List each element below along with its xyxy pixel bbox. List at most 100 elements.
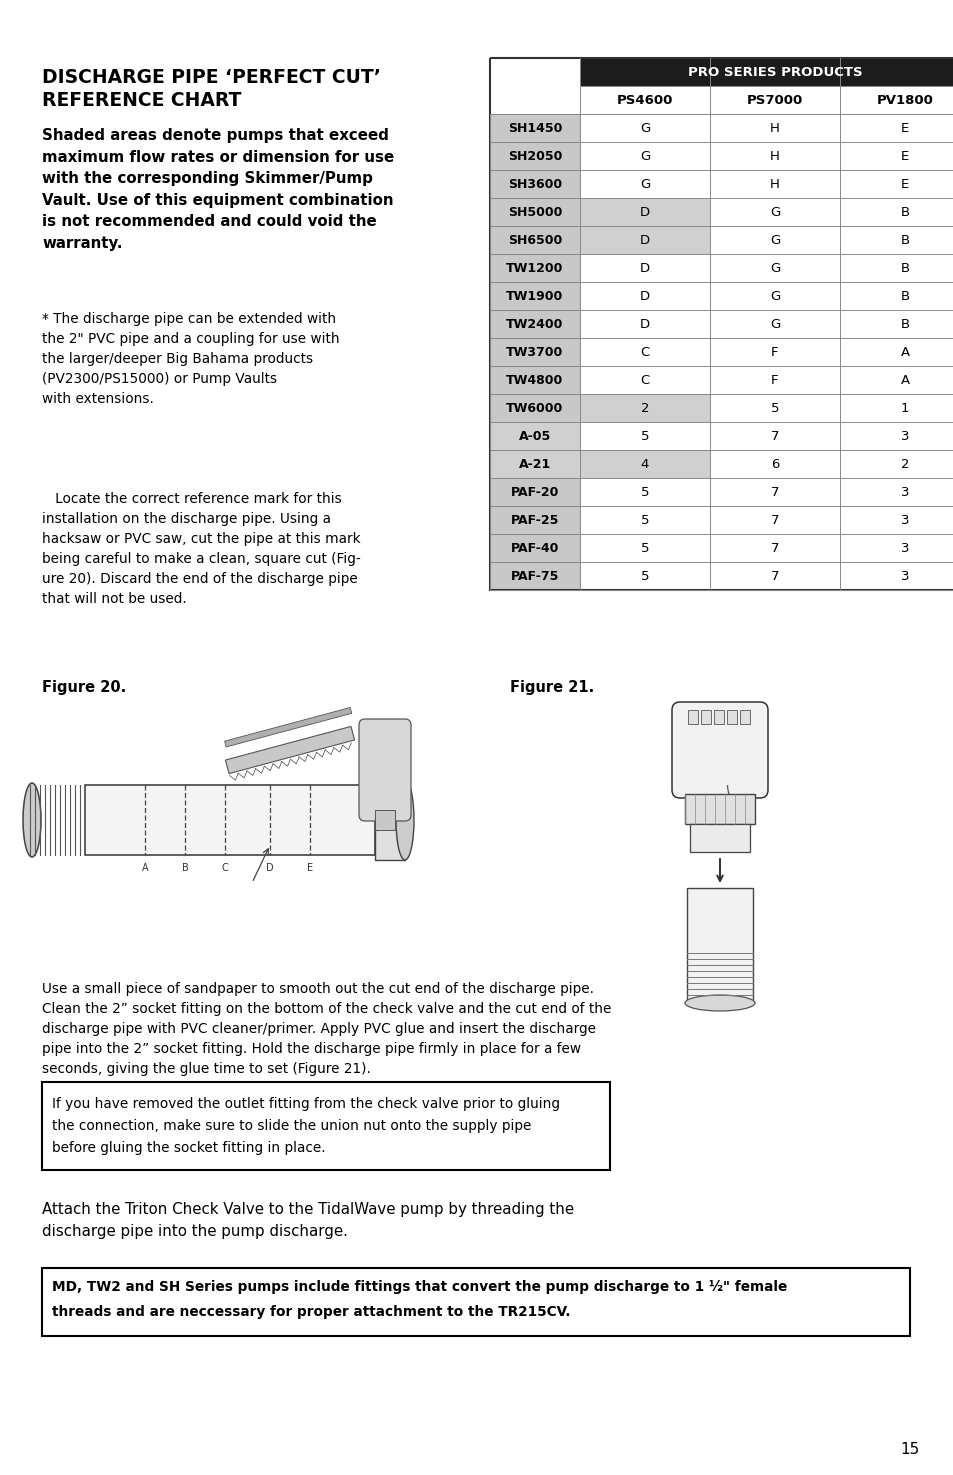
Bar — [224, 708, 352, 746]
Text: 3: 3 — [900, 429, 908, 442]
Bar — [579, 534, 709, 562]
Bar — [709, 338, 840, 366]
Text: Figure 21.: Figure 21. — [510, 680, 594, 695]
Text: PAF-75: PAF-75 — [510, 569, 558, 583]
Text: 7: 7 — [770, 429, 779, 442]
Bar — [490, 562, 579, 590]
Text: 3: 3 — [900, 513, 908, 527]
Text: 15: 15 — [900, 1443, 919, 1457]
Bar — [840, 422, 953, 450]
Text: B: B — [181, 863, 188, 873]
Text: SH2050: SH2050 — [507, 149, 561, 162]
Text: G: G — [639, 121, 649, 134]
Bar — [579, 254, 709, 282]
Text: H: H — [769, 121, 780, 134]
Bar — [840, 478, 953, 506]
Bar — [490, 450, 579, 478]
Text: B: B — [900, 289, 908, 302]
Text: G: G — [769, 289, 780, 302]
Text: Use a small piece of sandpaper to smooth out the cut end of the discharge pipe.
: Use a small piece of sandpaper to smooth… — [42, 982, 611, 1077]
Text: * The discharge pipe can be extended with
the 2" PVC pipe and a coupling for use: * The discharge pipe can be extended wit… — [42, 313, 339, 406]
Text: PAF-25: PAF-25 — [510, 513, 558, 527]
Text: 6: 6 — [770, 457, 779, 471]
Text: 2: 2 — [900, 457, 908, 471]
Text: TW6000: TW6000 — [506, 401, 563, 414]
Bar — [840, 338, 953, 366]
Text: E: E — [900, 121, 908, 134]
FancyBboxPatch shape — [671, 702, 767, 798]
Text: TW1900: TW1900 — [506, 289, 563, 302]
Bar — [709, 534, 840, 562]
Text: 7: 7 — [770, 485, 779, 499]
Text: Locate the correct reference mark for this
installation on the discharge pipe. U: Locate the correct reference mark for th… — [42, 493, 360, 606]
Bar — [490, 422, 579, 450]
Bar — [490, 198, 579, 226]
Bar — [840, 198, 953, 226]
Bar — [42, 1268, 909, 1336]
Text: E: E — [900, 149, 908, 162]
Bar — [709, 226, 840, 254]
Text: 5: 5 — [640, 569, 649, 583]
Bar — [490, 310, 579, 338]
Bar — [709, 422, 840, 450]
Text: G: G — [769, 233, 780, 246]
Bar — [709, 142, 840, 170]
Bar — [709, 562, 840, 590]
Bar — [840, 394, 953, 422]
Text: PAF-40: PAF-40 — [510, 541, 558, 555]
Bar — [225, 726, 355, 773]
Bar — [579, 114, 709, 142]
Bar — [579, 562, 709, 590]
Text: 1: 1 — [900, 401, 908, 414]
Text: 2: 2 — [640, 401, 649, 414]
Text: 5: 5 — [640, 485, 649, 499]
Text: G: G — [769, 317, 780, 330]
Text: F: F — [770, 345, 778, 358]
Text: B: B — [900, 317, 908, 330]
Text: 3: 3 — [900, 485, 908, 499]
Text: G: G — [769, 261, 780, 274]
Text: C: C — [639, 345, 649, 358]
Bar — [579, 394, 709, 422]
Bar — [740, 709, 749, 724]
Text: D: D — [639, 317, 649, 330]
Text: PAF-20: PAF-20 — [510, 485, 558, 499]
Bar — [700, 709, 710, 724]
Bar — [709, 282, 840, 310]
Text: B: B — [900, 233, 908, 246]
Text: E: E — [900, 177, 908, 190]
Text: PV1800: PV1800 — [876, 93, 932, 106]
Text: B: B — [900, 205, 908, 218]
Bar — [840, 170, 953, 198]
Text: H: H — [769, 177, 780, 190]
Bar — [840, 366, 953, 394]
Bar — [579, 226, 709, 254]
Text: G: G — [639, 177, 649, 190]
Bar — [709, 114, 840, 142]
Bar — [42, 1083, 609, 1170]
Text: A-21: A-21 — [518, 457, 551, 471]
Bar — [840, 114, 953, 142]
Text: DISCHARGE PIPE ‘PERFECT CUT’: DISCHARGE PIPE ‘PERFECT CUT’ — [42, 68, 380, 87]
Bar — [840, 506, 953, 534]
Ellipse shape — [684, 996, 754, 1010]
Bar — [490, 338, 579, 366]
Bar — [840, 226, 953, 254]
Text: A-05: A-05 — [518, 429, 551, 442]
Bar — [713, 709, 723, 724]
Text: C: C — [639, 373, 649, 386]
Text: A: A — [900, 345, 908, 358]
Bar — [375, 810, 395, 830]
Text: 5: 5 — [640, 429, 649, 442]
Bar — [490, 58, 953, 590]
Bar — [709, 254, 840, 282]
Bar — [726, 709, 737, 724]
Bar — [709, 478, 840, 506]
Text: E: E — [307, 863, 313, 873]
Text: 5: 5 — [640, 513, 649, 527]
Bar — [709, 394, 840, 422]
Text: before gluing the socket fitting in place.: before gluing the socket fitting in plac… — [52, 1142, 325, 1155]
Bar — [840, 282, 953, 310]
Bar — [490, 282, 579, 310]
Text: TW2400: TW2400 — [506, 317, 563, 330]
